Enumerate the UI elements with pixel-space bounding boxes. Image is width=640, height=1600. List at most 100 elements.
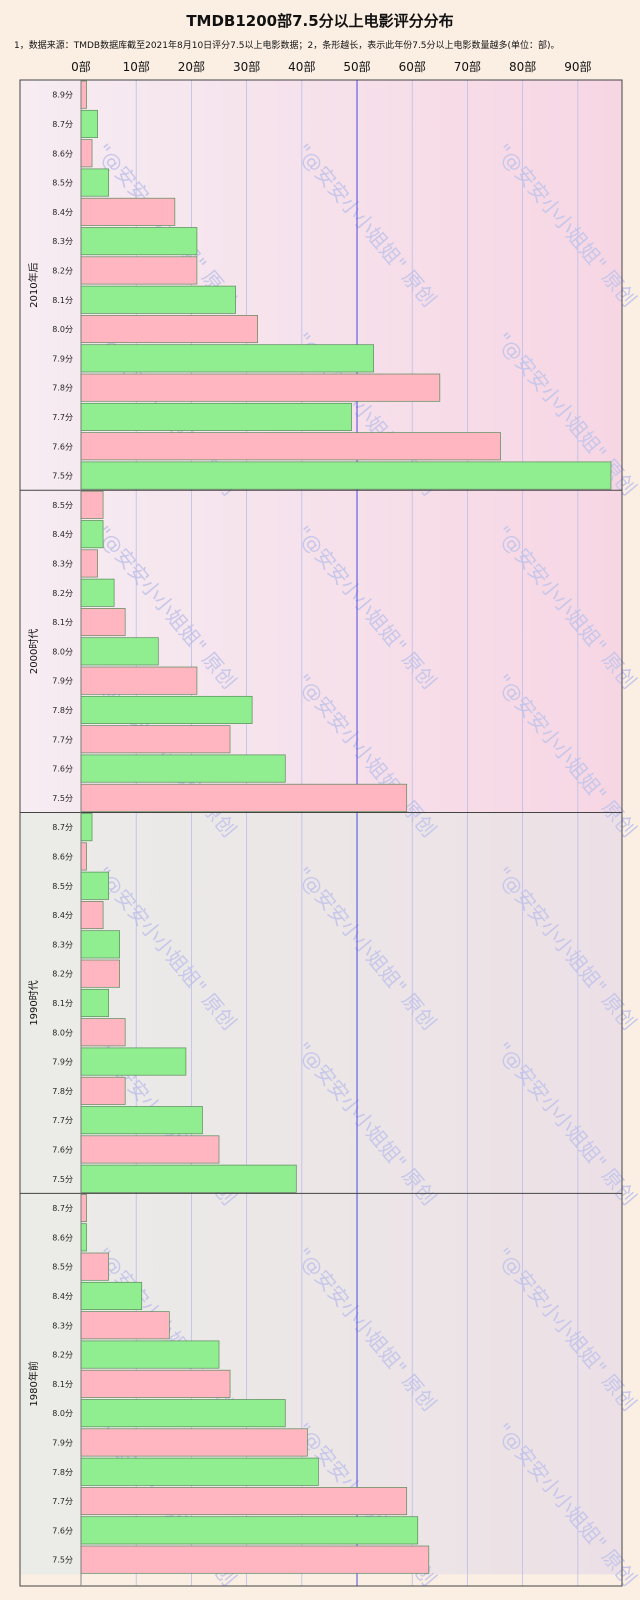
bar (80, 549, 98, 578)
bar (80, 1340, 220, 1369)
category-label: 8.0分 (52, 1409, 73, 1418)
category-label: 7.9分 (52, 677, 73, 686)
group-label: 1980年前 (27, 1361, 40, 1406)
x-tick-label: 10部 (123, 59, 150, 74)
category-label: 7.8分 (52, 1087, 73, 1096)
bar (80, 1194, 87, 1223)
bar (80, 520, 104, 549)
bar (80, 1223, 87, 1252)
category-label: 8.5分 (52, 501, 73, 510)
group-label: 1990时代 (28, 980, 40, 1025)
category-label: 7.7分 (52, 413, 73, 422)
bar (80, 1164, 297, 1193)
category-label: 7.8分 (52, 384, 73, 393)
x-tick-label: 50部 (343, 59, 370, 74)
category-label: 8.4分 (52, 911, 73, 920)
category-label: 7.6分 (52, 765, 73, 774)
bar (80, 725, 231, 754)
plot-frame (19, 79, 623, 1587)
category-label: 8.0分 (52, 1028, 73, 1037)
bar (80, 1457, 319, 1486)
x-tick-label: 30部 (233, 59, 260, 74)
category-label: 8.3分 (52, 1321, 73, 1330)
x-tick-label: 0部 (71, 59, 91, 74)
bar (80, 959, 120, 988)
category-label: 8.5分 (52, 1263, 73, 1272)
bar (80, 608, 126, 637)
bar (80, 578, 115, 607)
category-label: 8.7分 (52, 823, 73, 832)
bar (80, 490, 104, 519)
bar (80, 1545, 430, 1574)
bar (80, 813, 93, 842)
bar (80, 1076, 126, 1105)
category-label: 8.6分 (52, 852, 73, 861)
bar (80, 1106, 203, 1135)
bar (80, 315, 259, 344)
bar (80, 842, 87, 871)
category-label: 8.2分 (52, 970, 73, 979)
bar (80, 227, 198, 256)
bar (80, 373, 441, 402)
x-tick-label: 40部 (288, 59, 315, 74)
bar (80, 1428, 308, 1457)
category-label: 8.7分 (52, 120, 73, 129)
bar (80, 666, 198, 695)
x-tick-label: 90部 (564, 59, 591, 74)
category-label: 7.5分 (52, 1175, 73, 1184)
x-tick-label: 20部 (178, 59, 205, 74)
bar (80, 168, 109, 197)
group-label: 2000时代 (28, 629, 40, 674)
category-label: 7.7分 (52, 735, 73, 744)
bar (80, 1311, 170, 1340)
category-label: 8.1分 (52, 296, 73, 305)
bar (80, 109, 98, 138)
category-label: 7.6分 (52, 1526, 73, 1535)
category-label: 8.1分 (52, 618, 73, 627)
category-label: 7.6分 (52, 1145, 73, 1154)
bar (80, 1252, 109, 1281)
category-label: 8.2分 (52, 266, 73, 275)
category-label: 7.8分 (52, 706, 73, 715)
x-tick-label: 80部 (509, 59, 536, 74)
category-label: 7.5分 (52, 472, 73, 481)
bar (80, 461, 612, 490)
category-label: 8.6分 (52, 149, 73, 158)
bar (80, 1018, 126, 1047)
bar (80, 285, 236, 314)
category-label: 8.1分 (52, 999, 73, 1008)
bar (80, 871, 109, 900)
group-label: 2010年后 (27, 262, 40, 307)
x-tick-label: 70部 (454, 59, 481, 74)
bar (80, 256, 198, 285)
category-label: 7.9分 (52, 1058, 73, 1067)
category-label: 8.4分 (52, 530, 73, 539)
category-label: 8.3分 (52, 940, 73, 949)
category-label: 7.5分 (52, 1556, 73, 1565)
category-label: 8.0分 (52, 647, 73, 656)
category-label: 7.9分 (52, 1438, 73, 1447)
chart-note: 1，数据来源：TMDB数据库截至2021年8月10日评分7.5以上电影数据；2，… (14, 41, 560, 51)
bar (80, 80, 87, 109)
category-label: 7.5分 (52, 794, 73, 803)
bar (80, 783, 408, 812)
bar (80, 197, 176, 226)
category-label: 8.2分 (52, 589, 73, 598)
bar (80, 432, 501, 461)
category-label: 8.4分 (52, 1292, 73, 1301)
category-label: 8.7分 (52, 1204, 73, 1213)
bar (80, 930, 120, 959)
bar (80, 1399, 286, 1428)
category-label: 7.9分 (52, 354, 73, 363)
bar (80, 637, 159, 666)
category-label: 8.9分 (52, 91, 73, 100)
category-label: 7.7分 (52, 1116, 73, 1125)
category-label: 8.1分 (52, 1380, 73, 1389)
category-label: 8.6分 (52, 1233, 73, 1242)
bar (80, 344, 374, 373)
bar (80, 901, 104, 930)
bar (80, 1516, 419, 1545)
x-tick-label: 60部 (399, 59, 426, 74)
bar (80, 1135, 220, 1164)
category-label: 8.3分 (52, 559, 73, 568)
